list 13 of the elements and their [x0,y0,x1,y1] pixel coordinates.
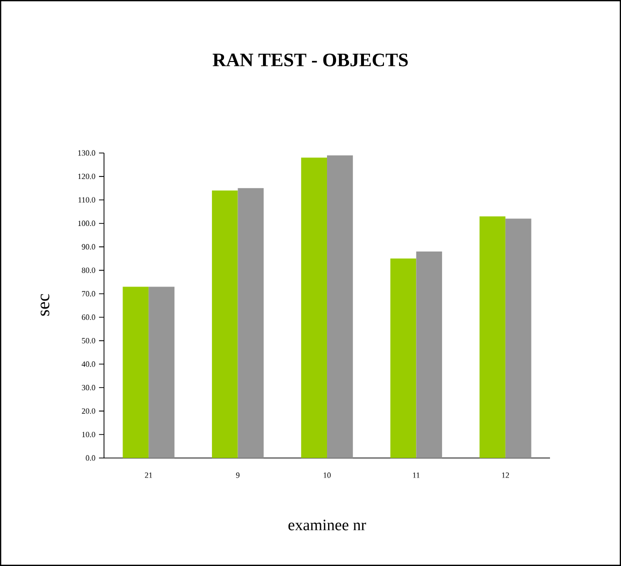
bar [327,155,353,458]
x-axis-title: examinee nr [288,520,366,530]
bar [212,190,238,458]
bar [122,286,149,458]
chart-title: RAN TEST - OBJECTS [212,54,408,66]
y-axis-title: sec [40,294,50,316]
bar [390,258,416,458]
bar [416,252,442,458]
bar [238,188,264,458]
bar [505,218,532,458]
bar [301,158,328,458]
bar [480,216,506,458]
bar [148,286,174,458]
